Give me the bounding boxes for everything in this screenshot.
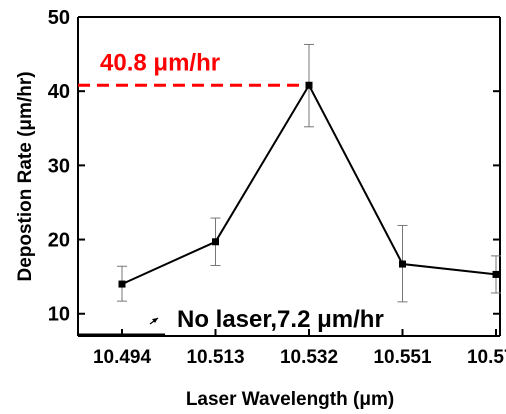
y-tick-label: 10	[48, 304, 70, 326]
baseline-annotation-label: No laser,7.2 μm/hr	[177, 306, 384, 333]
axes	[77, 16, 501, 337]
y-tick-label: 40	[48, 81, 70, 103]
y-tick-label: 30	[48, 155, 70, 177]
x-tick-label: 10.532	[280, 347, 338, 368]
labels: 10 20 30 40 50 10.494 10.513 10.532 10.551 10.571…	[15, 7, 506, 410]
y-tick-label: 20	[48, 230, 70, 252]
y-tick-label: 50	[48, 7, 70, 29]
data-point	[492, 270, 500, 278]
data-point	[118, 280, 126, 288]
peak-annotation-label: 40.8 μm/hr	[100, 49, 220, 76]
x-axis-title: Laser Wavelength (μm)	[186, 389, 394, 410]
data-point	[399, 260, 406, 268]
data-point	[212, 238, 219, 246]
y-axis-title: Depostion Rate (μm/hr)	[15, 71, 36, 281]
x-tick-label: 10.513	[186, 347, 244, 368]
data-point	[305, 81, 313, 89]
annotations	[78, 83, 309, 336]
series	[118, 81, 500, 288]
x-tick-label: 10.571	[467, 347, 506, 368]
baseline-arrow-head	[152, 318, 158, 323]
x-tick-label: 10.494	[93, 347, 152, 368]
x-tick-label: 10.551	[373, 347, 432, 368]
